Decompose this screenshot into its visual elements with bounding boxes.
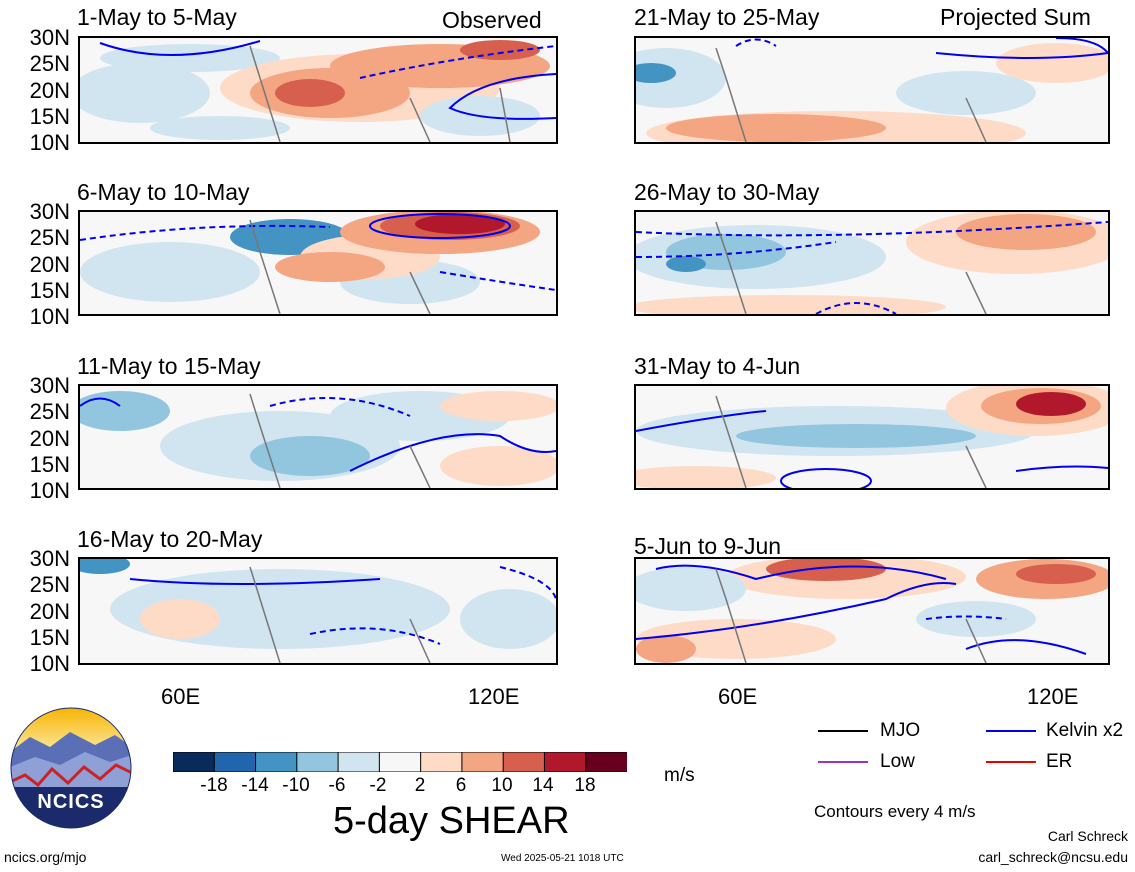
legend-label: Low xyxy=(880,751,915,772)
lat-tick: 10N xyxy=(29,478,70,503)
colorbar-swatch xyxy=(502,751,546,773)
projected-label: Projected Sum xyxy=(940,4,1091,30)
legend-line-mjo xyxy=(818,730,868,732)
legend-label: MJO xyxy=(880,720,921,741)
lon-tick: 60E xyxy=(718,684,758,709)
lat-tick: 25N xyxy=(29,225,70,250)
colorbar-unit: m/s xyxy=(664,765,695,786)
lat-tick: 25N xyxy=(29,399,70,424)
panel-title: 21-May to 25-May xyxy=(634,4,820,30)
author-email[interactable]: carl_schreck@ncsu.edu xyxy=(978,849,1128,865)
lat-tick: 25N xyxy=(29,51,70,76)
lat-tick: 30N xyxy=(29,25,70,50)
panel-title: 11-May to 15-May xyxy=(77,353,261,379)
panel-title: 31-May to 4-Jun xyxy=(634,353,801,379)
map-panel-1-may xyxy=(78,36,558,144)
colorbar xyxy=(172,751,629,777)
colorbar-tick: 2 xyxy=(414,775,426,796)
map-panel-5-jun xyxy=(634,557,1110,665)
colorbar-tick: 6 xyxy=(455,775,467,796)
panel-title: 26-May to 30-May xyxy=(634,179,820,205)
legend-label: Kelvin x2 xyxy=(1046,720,1124,741)
legend-line-low xyxy=(818,761,868,763)
map-panel-11-may xyxy=(78,384,558,490)
colorbar-tick: -2 xyxy=(369,775,387,796)
lat-tick: 30N xyxy=(29,199,70,224)
colorbar-tick: 18 xyxy=(574,775,596,796)
lat-tick: 25N xyxy=(29,572,70,597)
colorbar-swatch xyxy=(420,751,463,773)
panel-title: 6-May to 10-May xyxy=(77,179,250,205)
lat-tick: 10N xyxy=(29,130,70,155)
site-url[interactable]: ncics.org/mjo xyxy=(4,849,87,865)
panel-title: 1-May to 5-May xyxy=(77,4,237,30)
colorbar-swatch xyxy=(461,751,505,773)
lat-tick: 20N xyxy=(29,78,70,103)
author: Carl Schreck xyxy=(1047,828,1128,844)
lat-tick: 15N xyxy=(29,278,70,303)
colorbar-swatch xyxy=(337,751,381,773)
lat-tick: 30N xyxy=(29,546,70,571)
lat-tick: 20N xyxy=(29,599,70,624)
legend-line-er xyxy=(986,761,1036,763)
lat-tick: 20N xyxy=(29,426,70,451)
panel-title: 5-Jun to 9-Jun xyxy=(634,533,782,559)
lon-tick: 120E xyxy=(468,684,520,709)
lon-tick: 120E xyxy=(1027,684,1079,709)
colorbar-swatch xyxy=(213,751,257,773)
colorbar-tick: -10 xyxy=(282,775,310,796)
chart-title: 5-day SHEAR xyxy=(333,800,570,842)
contour-note: Contours every 4 m/s xyxy=(814,802,976,821)
colorbar-swatch xyxy=(378,751,422,773)
lat-tick: 10N xyxy=(29,651,70,676)
colorbar-swatch xyxy=(172,751,216,773)
colorbar-tick: 10 xyxy=(491,775,513,796)
lat-tick: 15N xyxy=(29,625,70,650)
logo-text: NCICS xyxy=(37,791,105,813)
observed-label: Observed xyxy=(442,7,542,33)
colorbar-swatch xyxy=(296,751,340,773)
map-panel-6-may xyxy=(78,210,558,316)
colorbar-swatch xyxy=(255,751,298,773)
ncics-logo: NCICS xyxy=(10,707,132,829)
lat-tick: 20N xyxy=(29,252,70,277)
lat-tick: 15N xyxy=(29,452,70,477)
colorbar-tick: 14 xyxy=(532,775,554,796)
colorbar-swatch xyxy=(585,751,629,773)
map-panel-31-may xyxy=(634,384,1110,490)
lon-tick: 60E xyxy=(161,684,201,709)
colorbar-tick: -6 xyxy=(328,775,346,796)
lat-tick: 30N xyxy=(29,373,70,398)
legend-label: ER xyxy=(1046,751,1073,772)
lat-tick: 15N xyxy=(29,104,70,129)
colorbar-tick: -14 xyxy=(241,775,269,796)
lat-tick: 10N xyxy=(29,304,70,329)
panel-title: 16-May to 20-May xyxy=(77,526,263,552)
colorbar-swatch xyxy=(543,751,587,773)
map-panel-21-may xyxy=(634,36,1110,144)
map-panel-16-may xyxy=(78,557,558,665)
legend-line-kelvin xyxy=(986,730,1036,732)
map-panel-26-may xyxy=(634,210,1110,316)
timestamp: Wed 2025-05-21 1018 UTC xyxy=(501,853,624,864)
colorbar-tick: -18 xyxy=(200,775,228,796)
